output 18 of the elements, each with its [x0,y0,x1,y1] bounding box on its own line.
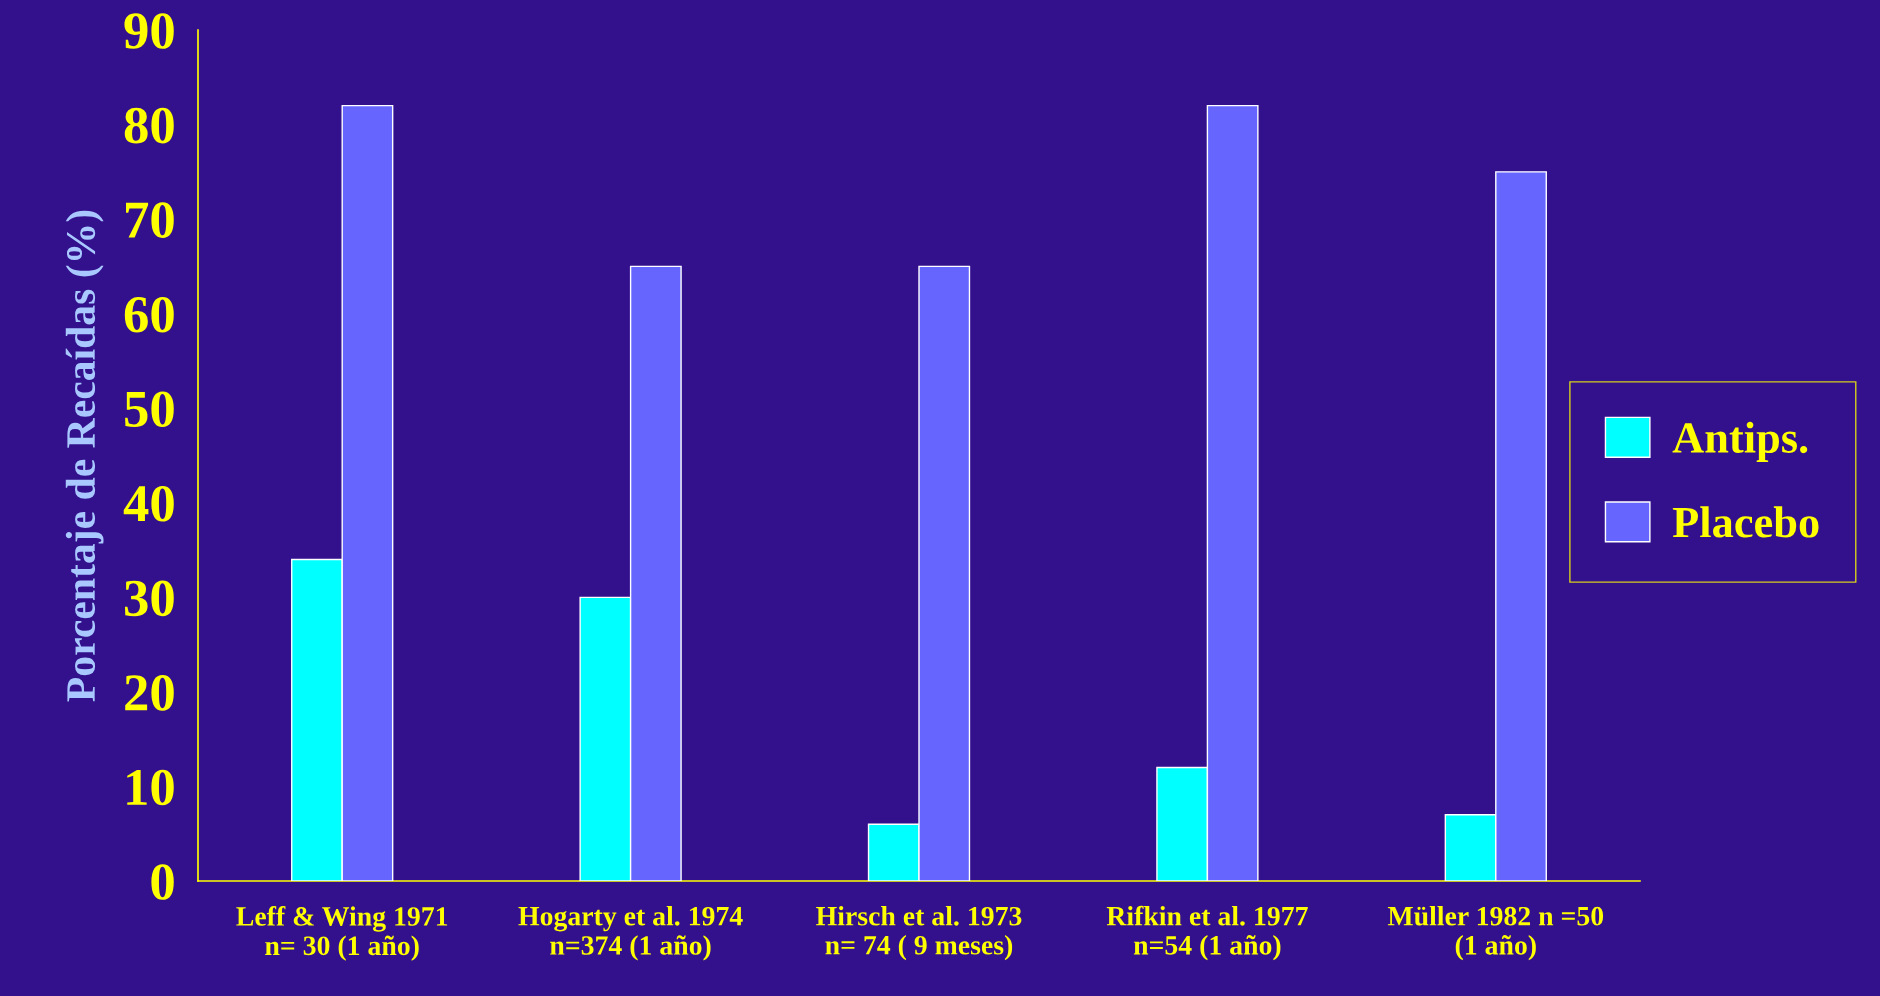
y-tick-label: 20 [125,675,174,711]
x-tick-label: Rifkin et al. 1977 n=54 (1 año) [1106,905,1308,961]
legend-label: Placebo [1672,506,1819,538]
x-tick-label: Leff & Wing 1971 n= 30 (1 año) [236,906,448,961]
y-tick-label: 40 [123,485,174,522]
x-tick-label: Müller 1982 n =50 (1 año) [1387,906,1604,961]
legend-label: Antips. [1672,421,1808,462]
y-tick-label: 10 [127,769,174,806]
y-tick-label: 30 [124,580,174,617]
y-tick-label: 0 [151,864,174,900]
y-tick-label: 90 [124,13,174,49]
y-axis-title: Porcentaje de Recaídas (%) [65,210,104,702]
y-tick-label: 60 [124,296,174,333]
y-tick-label: 80 [124,107,174,144]
x-tick-label: Hirsch et al. 1973 n= 74 ( 9 meses) [816,906,1022,961]
y-tick-label: 70 [126,202,174,238]
x-tick-label: Hogarty et al. 1974 n=374 (1 año) [518,906,743,961]
y-tick-label: 50 [125,391,174,428]
